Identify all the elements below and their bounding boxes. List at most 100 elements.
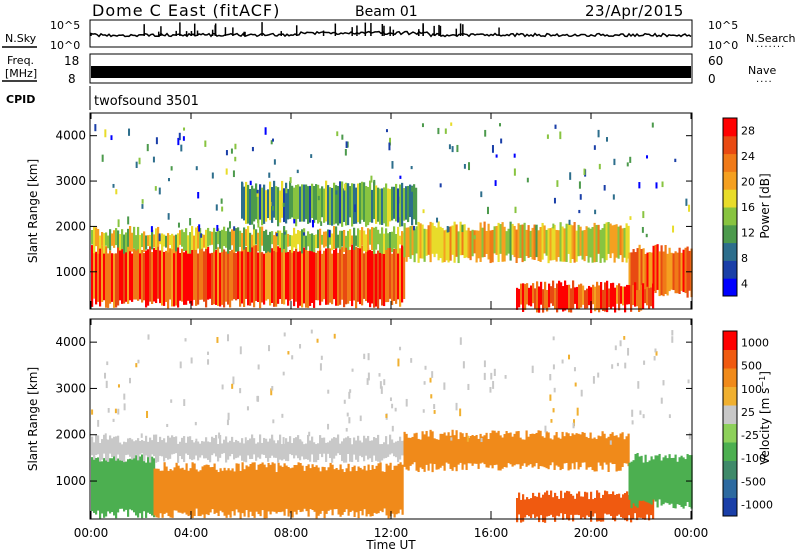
x-tick-label: 08:00 (274, 526, 309, 540)
scatter-cell (283, 231, 286, 235)
data-cell (247, 249, 250, 306)
data-cell (616, 494, 619, 516)
data-cell (307, 434, 310, 460)
data-cell (600, 498, 603, 522)
data-cell (590, 287, 593, 314)
scatter-cell (158, 233, 161, 242)
data-cell (676, 461, 679, 505)
data-cell (634, 282, 637, 307)
data-cell (658, 251, 661, 297)
data-cell (650, 287, 653, 307)
data-cell (91, 436, 94, 456)
data-cell (493, 430, 496, 466)
data-cell (185, 463, 188, 515)
data-cell (225, 251, 228, 302)
data-cell (105, 439, 108, 461)
x-tick-label: 12:00 (374, 526, 409, 540)
data-cell (357, 435, 360, 462)
colorbar-swatch (723, 386, 737, 406)
data-cell (627, 433, 630, 467)
data-cell (149, 246, 152, 302)
data-cell (227, 442, 230, 460)
data-cell (359, 182, 362, 224)
scatter-cell (135, 363, 138, 368)
data-cell (447, 228, 450, 263)
data-cell (447, 432, 450, 464)
colorbar-tick-label: 28 (741, 125, 755, 138)
scatter-cell (123, 393, 126, 400)
data-cell (111, 233, 114, 246)
data-cell (185, 442, 188, 454)
data-cell (363, 230, 366, 252)
data-cell (626, 491, 629, 522)
data-cell (279, 465, 282, 513)
data-cell (157, 244, 160, 299)
data-cell (219, 252, 222, 307)
scatter-cell (319, 363, 322, 371)
data-cell (429, 429, 432, 464)
scatter-cell (91, 409, 94, 415)
scatter-cell (688, 432, 691, 440)
data-cell (652, 459, 655, 500)
data-cell (289, 436, 292, 455)
data-cell (345, 182, 348, 226)
data-cell (321, 437, 324, 458)
data-cell (585, 436, 588, 470)
data-cell (489, 433, 492, 466)
data-cell (293, 227, 296, 248)
data-cell (175, 234, 178, 252)
data-cell (405, 186, 408, 220)
data-cell (95, 434, 98, 456)
data-cell (107, 439, 110, 462)
data-cell (203, 234, 206, 248)
data-cell (389, 434, 392, 455)
data-cell (221, 470, 224, 513)
data-cell (552, 280, 555, 306)
data-cell (267, 441, 270, 462)
data-cell (580, 283, 583, 308)
data-cell (528, 287, 531, 306)
data-cell (539, 430, 542, 467)
data-cell (115, 228, 118, 246)
data-cell (227, 468, 230, 515)
data-cell (263, 253, 266, 305)
data-cell (335, 437, 338, 456)
data-cell (241, 438, 244, 461)
data-cell (596, 281, 599, 310)
scatter-cell (170, 166, 173, 171)
data-cell (593, 222, 596, 263)
data-cell (145, 235, 148, 250)
data-cell (437, 439, 440, 470)
data-cell (323, 231, 326, 248)
data-cell (628, 285, 631, 305)
data-cell (173, 437, 176, 454)
data-cell (439, 433, 442, 468)
data-cell (341, 181, 344, 227)
data-cell (507, 433, 510, 464)
data-cell (415, 187, 418, 225)
scatter-cell (182, 136, 185, 141)
scatter-cell (367, 372, 370, 381)
scatter-cell (671, 330, 674, 336)
data-cell (231, 468, 234, 512)
data-cell (353, 183, 356, 224)
data-cell (563, 436, 566, 464)
data-cell (684, 459, 687, 506)
data-cell (177, 244, 180, 308)
scatter-cell (463, 163, 466, 169)
data-cell (568, 284, 571, 313)
scatter-cell (197, 191, 200, 199)
data-cell (101, 245, 104, 302)
data-cell (375, 438, 378, 461)
power-colorbar-label: Power [dB] (758, 173, 772, 238)
data-cell (145, 250, 148, 308)
data-cell (195, 246, 198, 306)
data-cell (597, 435, 600, 463)
data-cell (229, 470, 232, 518)
data-cell (137, 438, 140, 461)
data-cell (674, 251, 677, 294)
data-cell (147, 249, 150, 306)
scatter-cell (397, 217, 400, 222)
data-cell (299, 186, 302, 222)
